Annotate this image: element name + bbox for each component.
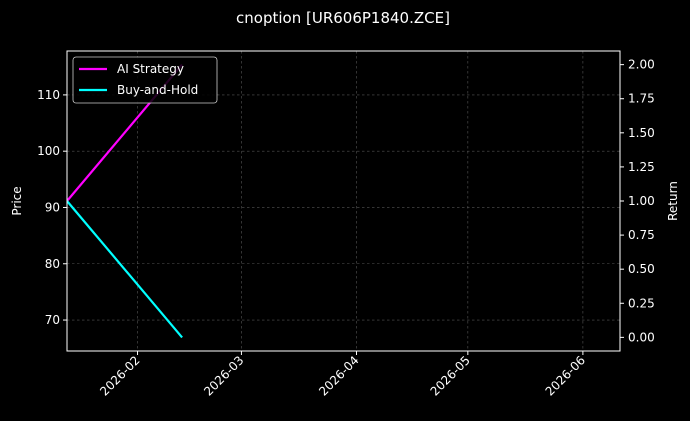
y-axis-label: Price	[10, 186, 24, 215]
legend-label-ai-strategy: AI Strategy	[117, 62, 184, 76]
chart-title: cnoption [UR606P1840.ZCE]	[236, 9, 450, 27]
y-tick-label-110: 110	[37, 88, 60, 102]
legend-label-buy-and-hold: Buy-and-Hold	[117, 83, 198, 97]
y2-tick-label-0-75: 0.75	[628, 228, 655, 242]
y2-tick-label-2-00: 2.00	[628, 58, 655, 72]
y2-tick-label-0-50: 0.50	[628, 262, 655, 276]
y2-axis-label: Return	[666, 181, 680, 221]
y2-tick-label-0-25: 0.25	[628, 296, 655, 310]
grid-lines	[67, 51, 620, 351]
y2-tick-label-1-50: 1.50	[628, 126, 655, 140]
y-tick-label-90: 90	[45, 200, 60, 214]
y-tick-label-70: 70	[45, 313, 60, 327]
y2-tick-label-1-25: 1.25	[628, 160, 655, 174]
y2-tick-label-1-75: 1.75	[628, 92, 655, 106]
y2-tick-label-1-00: 1.00	[628, 194, 655, 208]
y-tick-label-100: 100	[37, 144, 60, 158]
y-tick-label-80: 80	[45, 257, 60, 271]
legend-box	[72, 56, 218, 104]
y2-tick-label-0-00: 0.00	[628, 330, 655, 344]
legend: AI Strategy Buy-and-Hold	[72, 56, 218, 104]
series-line-buy-and-hold	[67, 200, 183, 339]
